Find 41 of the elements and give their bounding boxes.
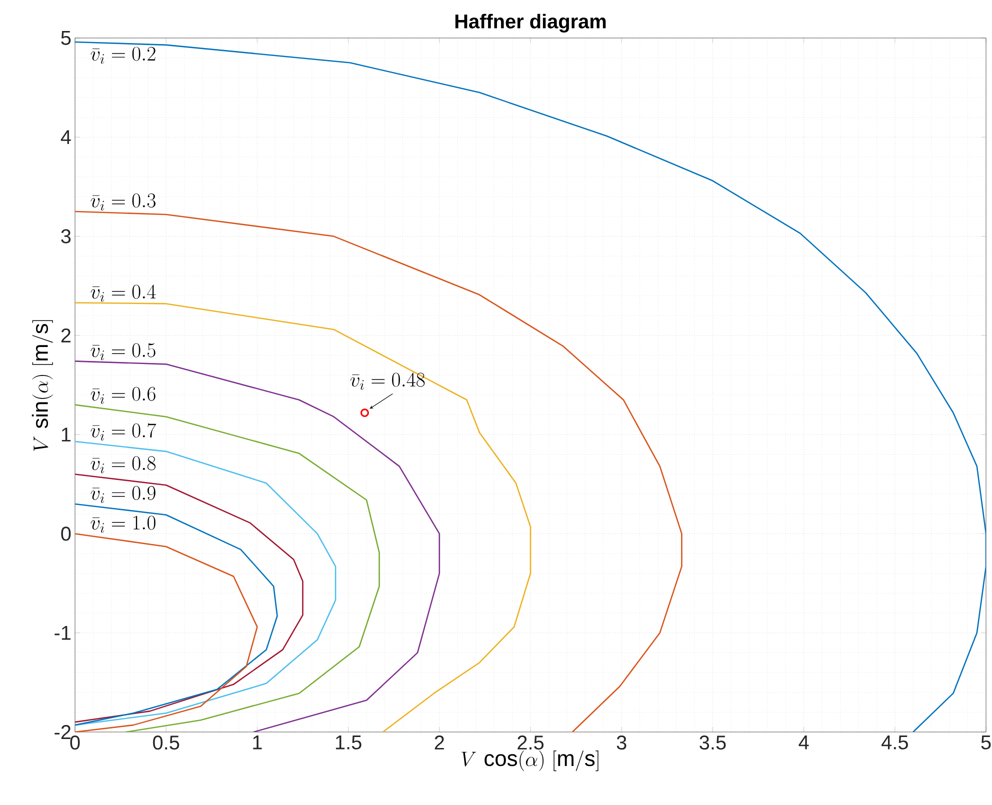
line-series: [75, 404, 380, 732]
series-label: $\bar{v}_i = 0.4$: [90, 284, 156, 302]
y-tick-label: 2: [61, 328, 70, 342]
y-tick-label: 3: [61, 229, 71, 244]
x-tick-label: 2: [434, 736, 444, 750]
series-label: $\bar{v}_i = 0.2$: [90, 46, 156, 64]
y-tick-label: 4: [60, 130, 71, 144]
series-label: $\bar{v}_i = 0.6$: [90, 386, 156, 404]
x-axis-title: $V\,\cos(\alpha)\ [\mathrm{m/s}]$: [462, 750, 598, 772]
line-series: [75, 302, 532, 732]
series-label: $\bar{v}_i = 0.9$: [90, 486, 156, 503]
line-series: [75, 360, 440, 732]
x-tick-label: 2.5: [518, 736, 544, 750]
line-series: [75, 533, 258, 732]
series-label: $\bar{v}_i = 0.3$: [90, 194, 156, 210]
x-tick-label: 3: [616, 736, 626, 750]
series-label: $\bar{v}_i = 0.7$: [90, 423, 156, 440]
x-tick-label: 4.5: [882, 736, 908, 750]
x-tick-label: 4: [798, 736, 809, 750]
chart-title: Haffner diagram: [455, 14, 606, 32]
x-tick-label: 0.5: [153, 736, 180, 750]
line-series: [75, 210, 682, 732]
x-tick-label: 3.5: [700, 736, 726, 750]
x-tick-label: 1.5: [336, 736, 362, 750]
y-tick-label: 0: [61, 526, 71, 541]
line-series: [75, 474, 304, 723]
line-series: [75, 41, 986, 732]
y-tick-label: -1: [54, 626, 71, 640]
y-tick-label: -2: [54, 725, 70, 739]
x-tick-label: 0: [70, 736, 80, 750]
series-label: $\bar{v}_i = 0.5$: [90, 343, 156, 360]
y-tick-label: 5: [61, 31, 71, 45]
x-tick-label: 5: [981, 736, 991, 750]
y-axis-title: $V\,\sin(\alpha)\ [\mathrm{m/s}]$: [32, 320, 53, 451]
annotation: $\bar{v}_i = 0.48$: [350, 372, 425, 390]
series-label: $\bar{v}_i = 1.0$: [90, 516, 156, 533]
x-tick-label: 1: [253, 736, 262, 750]
line-series: [75, 440, 336, 726]
line-series: [75, 503, 278, 726]
series-label: $\bar{v}_i = 0.8$: [90, 456, 156, 474]
y-tick-label: 1: [62, 428, 71, 442]
